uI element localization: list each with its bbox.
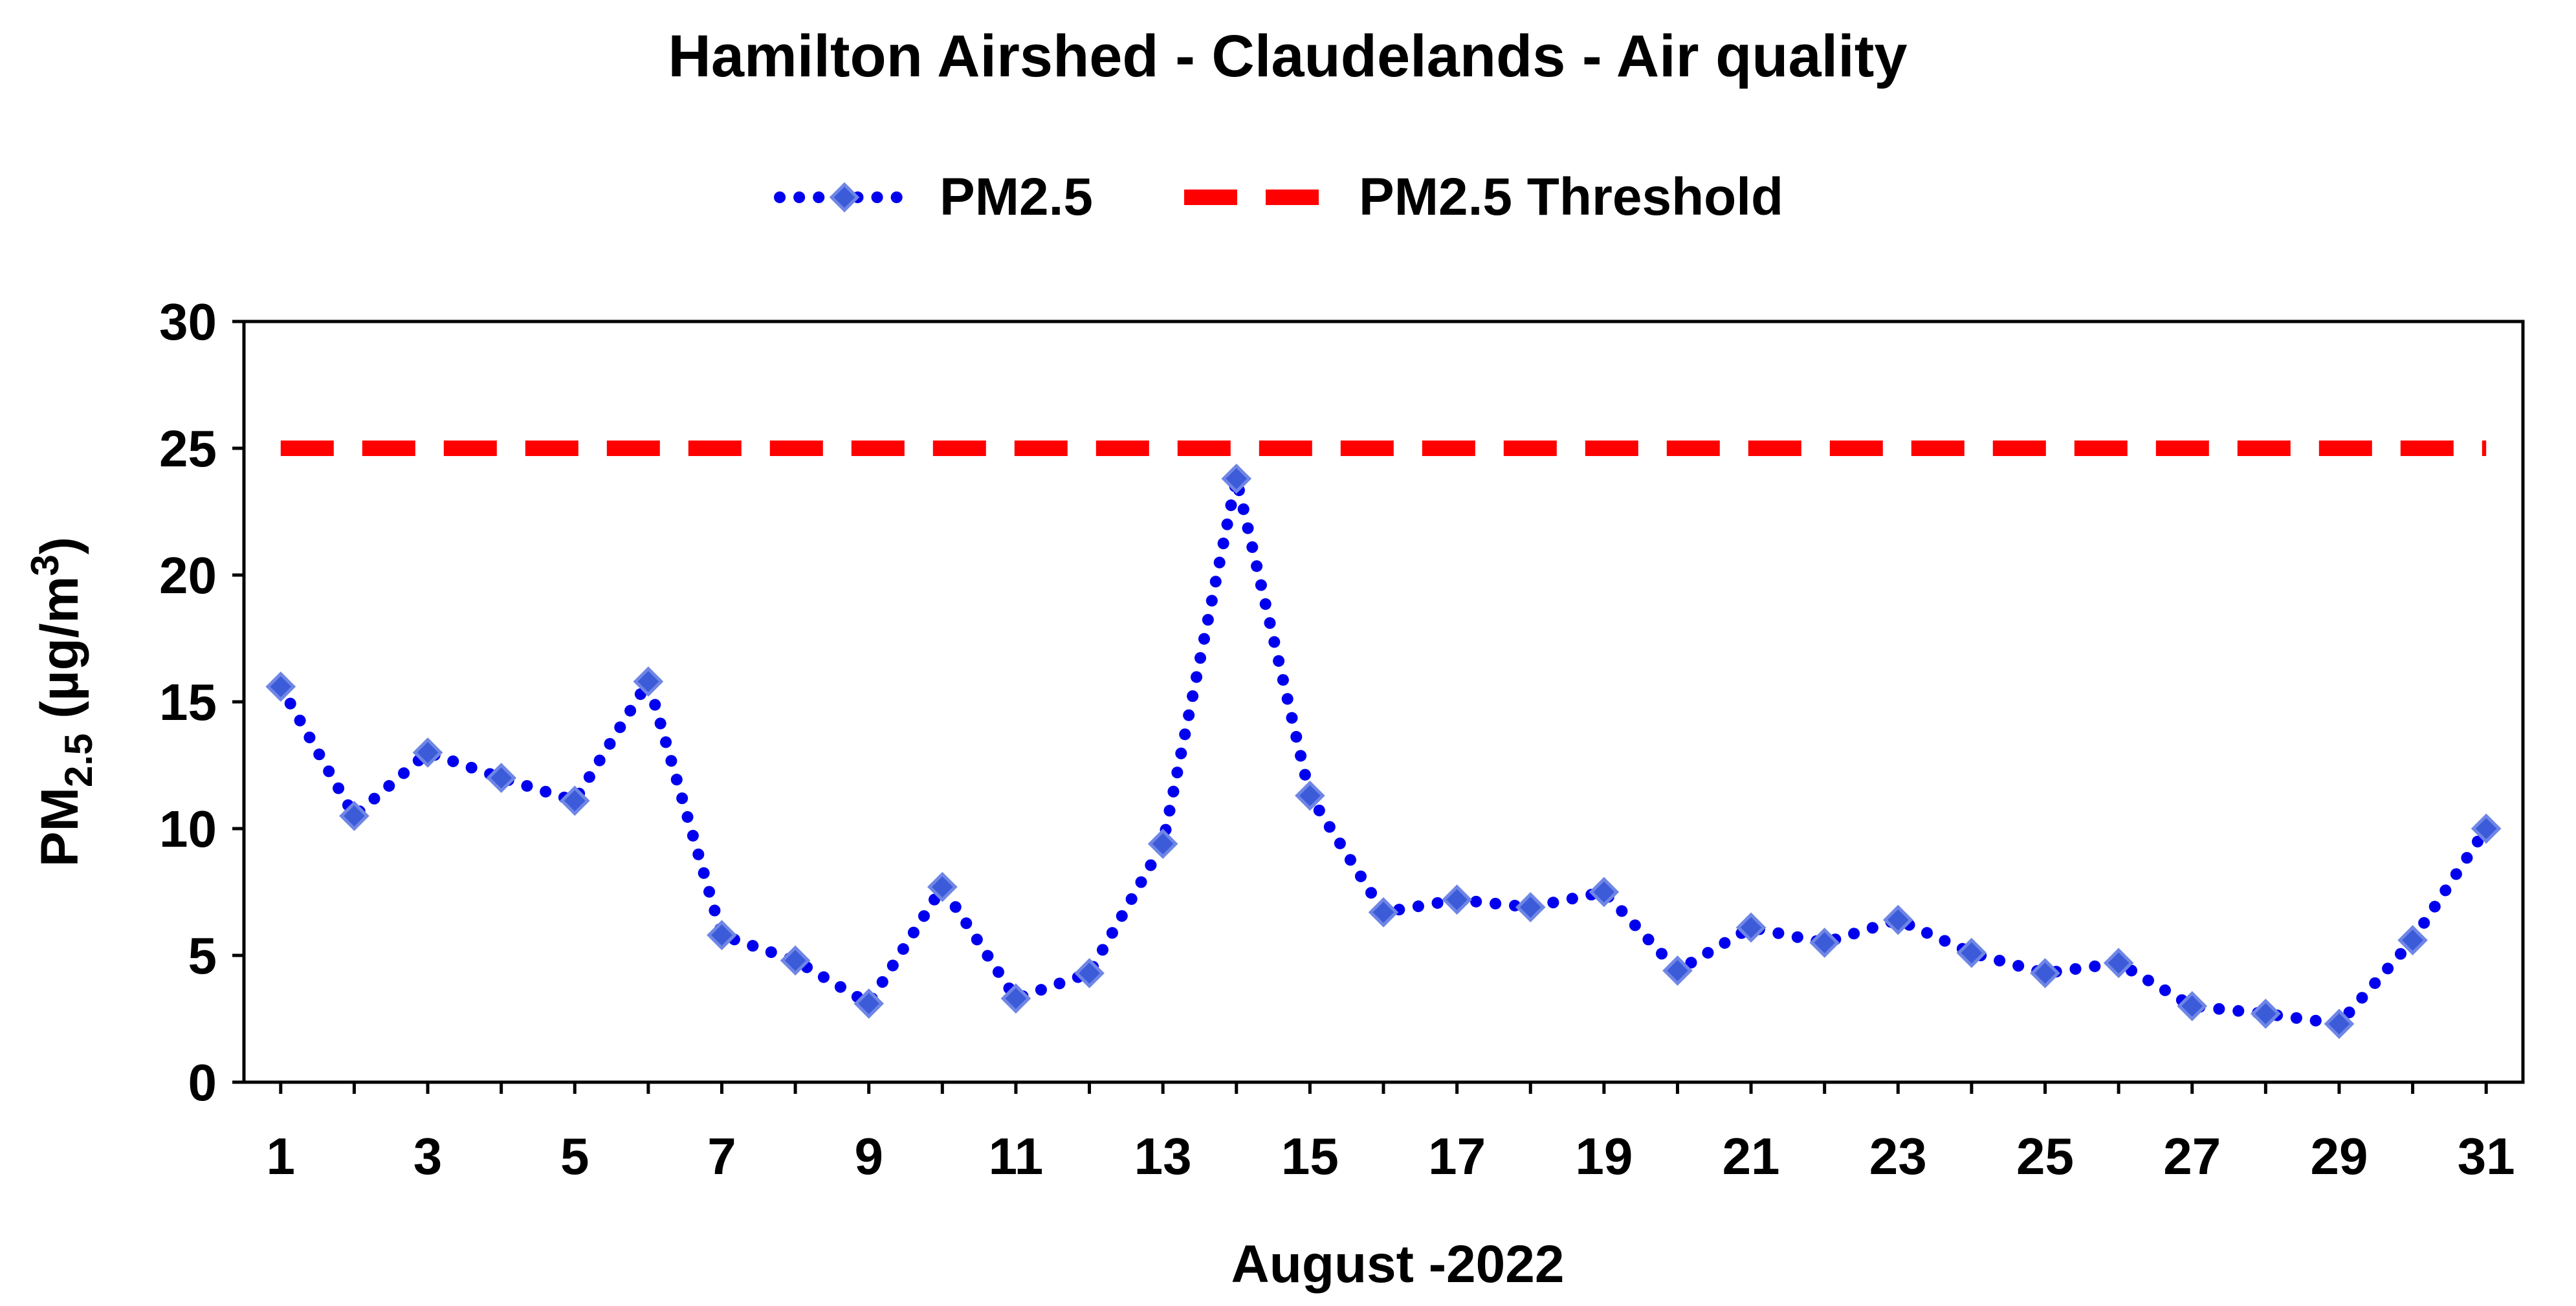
data-point-pm25 — [339, 801, 369, 831]
legend-marker-pm25 — [829, 182, 860, 213]
y-tick-label: 20 — [159, 547, 217, 604]
data-point-pm25 — [1662, 955, 1693, 986]
x-tick-label: 1 — [267, 1127, 296, 1185]
x-tick-label: 29 — [2310, 1127, 2368, 1185]
data-point-pm25 — [633, 666, 664, 697]
data-point-pm25 — [1882, 904, 1913, 935]
legend-label-threshold: PM2.5 Threshold — [1359, 168, 1783, 226]
data-point-pm25 — [1809, 928, 1840, 958]
series-pm25 — [265, 463, 2502, 1039]
x-tick-label: 27 — [2163, 1127, 2221, 1185]
x-tick-label: 31 — [2458, 1127, 2515, 1185]
data-point-pm25 — [927, 871, 958, 902]
y-label-main: PM — [30, 787, 89, 867]
legend: PM2.5 PM2.5 Threshold — [774, 168, 1783, 226]
data-point-pm25 — [1000, 983, 1031, 1014]
x-tick-label: 21 — [1723, 1127, 1780, 1185]
data-point-pm25 — [2030, 958, 2060, 988]
data-point-pm25 — [412, 737, 443, 768]
data-point-pm25 — [1147, 829, 1178, 859]
data-point-pm25 — [1221, 463, 1252, 494]
y-tick-label: 10 — [159, 800, 217, 858]
data-point-pm25 — [853, 988, 885, 1019]
x-tick-label: 5 — [560, 1127, 589, 1185]
x-tick-label: 17 — [1428, 1127, 1486, 1185]
y-tick-label: 15 — [159, 673, 217, 731]
x-tick-label: 25 — [2016, 1127, 2074, 1185]
data-point-pm25 — [2324, 1008, 2355, 1039]
x-tick-label: 11 — [989, 1127, 1044, 1185]
y-tick-label: 30 — [159, 293, 217, 351]
y-label-unit-close: ) — [30, 537, 89, 554]
y-tick-label: 25 — [159, 420, 217, 477]
y-tick-label: 0 — [188, 1054, 217, 1111]
data-point-pm25 — [1442, 884, 1472, 915]
legend-label-pm25: PM2.5 — [940, 168, 1093, 226]
x-tick-label: 3 — [413, 1127, 443, 1185]
data-point-pm25 — [1295, 780, 1325, 811]
x-tick-label: 15 — [1281, 1127, 1339, 1185]
y-label-unit-open: (µg/m — [30, 576, 89, 734]
data-point-pm25 — [1735, 912, 1767, 943]
data-point-pm25 — [1956, 937, 1987, 968]
x-tick-label: 7 — [707, 1127, 736, 1185]
x-tick-label: 19 — [1575, 1127, 1633, 1185]
data-point-pm25 — [1074, 958, 1105, 988]
data-point-pm25 — [780, 945, 811, 976]
data-point-pm25 — [1515, 892, 1546, 922]
x-tick-label: 9 — [854, 1127, 883, 1185]
data-point-pm25 — [2177, 991, 2208, 1021]
data-point-pm25 — [2397, 925, 2428, 955]
y-label-unit-superscript: 3 — [23, 554, 67, 576]
chart-title: Hamilton Airshed - Claudelands - Air qua… — [668, 23, 1907, 89]
x-tick-label: 23 — [1869, 1127, 1927, 1185]
data-point-pm25 — [2103, 948, 2134, 979]
data-point-pm25 — [2251, 998, 2281, 1029]
data-point-pm25 — [2471, 813, 2502, 844]
data-point-pm25 — [707, 920, 737, 950]
y-label-subscript: 2.5 — [57, 734, 100, 787]
x-axis-label: August -2022 — [1231, 1235, 1565, 1294]
data-point-pm25 — [265, 671, 296, 702]
plot-area — [242, 320, 2525, 1084]
data-point-pm25 — [1368, 897, 1399, 928]
x-axis-ticks: 1 3 5 7 9 11 13 15 17 19 21 23 25 27 29 31 — [267, 1082, 2515, 1185]
data-point-pm25 — [559, 785, 590, 816]
y-axis-label: PM2.5 (µg/m3) — [23, 537, 100, 867]
data-point-pm25 — [1589, 876, 1620, 908]
data-point-pm25 — [486, 763, 516, 793]
x-tick-label: 13 — [1134, 1127, 1192, 1185]
y-tick-label: 5 — [188, 927, 217, 985]
y-axis-ticks: 0 5 10 15 20 25 30 — [159, 293, 244, 1111]
